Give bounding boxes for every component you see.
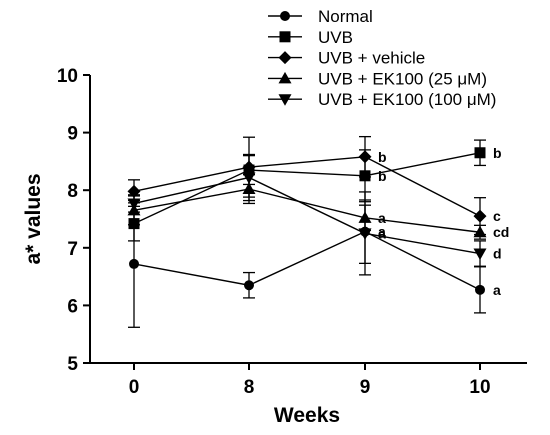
x-axis-title: Weeks	[274, 404, 340, 427]
data-point	[242, 172, 256, 185]
y-tick-label: 9	[67, 124, 78, 145]
data-point	[129, 258, 139, 269]
x-tick-label: 0	[129, 377, 140, 398]
significance-label: a	[493, 282, 501, 298]
x-tick-label: 9	[360, 377, 371, 398]
significance-label: cd	[493, 224, 509, 240]
legend-label: UVB + vehicle	[318, 49, 425, 68]
legend-label: UVB + EK100 (25 μM)	[318, 69, 487, 88]
significance-label: a	[378, 225, 386, 241]
series-3: bc	[127, 135, 501, 236]
series-line	[133, 188, 481, 233]
significance-label: b	[378, 168, 387, 184]
series-4: a cd	[127, 173, 509, 240]
data-point	[358, 150, 372, 164]
legend-item: UVB + EK100 (25 μM)	[268, 69, 487, 88]
data-point	[358, 228, 372, 240]
legend-marker	[278, 94, 292, 106]
data-point	[473, 209, 487, 223]
y-tick-label: 7	[67, 239, 78, 260]
legend-label: UVB	[318, 28, 353, 47]
significance-label: a	[378, 224, 386, 240]
y-axis-title: a* values	[22, 173, 45, 264]
series-1: aa	[128, 199, 501, 328]
data-point	[473, 248, 487, 261]
y-tick-label: 10	[57, 66, 78, 87]
legend-item: UVB + EK100 (100 μM)	[268, 90, 496, 109]
x-tick-label: 10	[469, 377, 490, 398]
legend-label: Normal	[318, 7, 373, 26]
data-point	[473, 225, 487, 238]
significance-label: d	[493, 246, 502, 262]
legend-marker	[279, 31, 291, 43]
axes: 5 6 7 8 9 10 0 8 9 10	[57, 66, 527, 398]
data-point	[244, 280, 254, 291]
series-2: bb	[128, 139, 502, 242]
series-line	[133, 156, 481, 217]
series-line	[133, 152, 481, 225]
legend-item: UVB	[268, 28, 353, 47]
data-point	[474, 147, 486, 159]
series-line	[133, 176, 481, 255]
legend-item: Normal	[268, 7, 373, 26]
data-point	[475, 284, 485, 295]
significance-label: b	[493, 145, 502, 161]
significance-label: b	[378, 149, 387, 165]
legend-marker	[278, 51, 292, 65]
legend-item: UVB + vehicle	[268, 49, 425, 68]
y-tick-label: 8	[67, 181, 78, 202]
series-line	[133, 230, 481, 291]
legend-marker	[280, 11, 290, 21]
y-tick-label: 5	[67, 354, 78, 375]
x-tick-label: 8	[244, 377, 255, 398]
significance-label: a	[378, 210, 386, 226]
data-point	[127, 198, 141, 210]
legend-marker	[278, 71, 292, 84]
legend-label: UVB + EK100 (100 μM)	[318, 90, 496, 109]
series-5: ad	[127, 153, 502, 276]
y-tick-label: 6	[67, 296, 78, 317]
significance-label: c	[493, 208, 501, 224]
